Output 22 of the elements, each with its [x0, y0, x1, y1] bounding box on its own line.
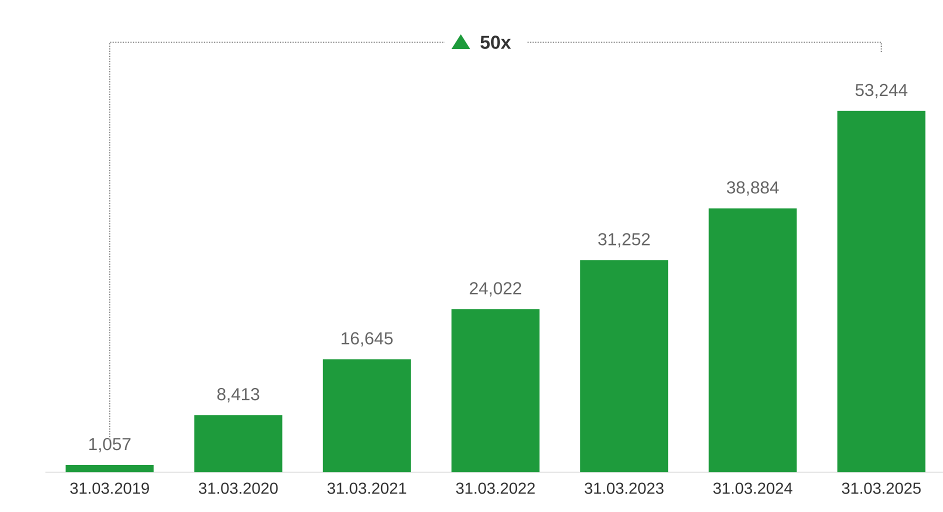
data-label: 16,645	[342, 332, 393, 346]
x-tick-label: 31.03.2023	[584, 482, 664, 494]
bar	[708, 208, 797, 472]
x-tick-label: 31.03.2020	[198, 482, 278, 494]
x-tick-label: 31.03.2025	[842, 482, 921, 494]
data-label: 8,413	[217, 388, 260, 402]
bar	[580, 260, 668, 472]
x-tick-label: 31.03.2019	[70, 482, 149, 494]
bar	[451, 309, 540, 472]
data-label: 53,244	[856, 84, 908, 98]
text: 50x	[480, 36, 511, 49]
data-label: 38,884	[726, 181, 779, 196]
data-label: 24,022	[470, 282, 522, 296]
bar	[194, 415, 282, 472]
bar	[66, 464, 154, 472]
x-tick-label: 31.03.2024	[713, 482, 792, 494]
bar	[837, 110, 926, 472]
data-label: 31,252	[598, 233, 650, 248]
x-tick-label: 31.03.2021	[327, 482, 406, 494]
x-tick-label: 31.03.2022	[456, 482, 535, 494]
data-label: 1,057	[89, 438, 130, 452]
bar	[322, 359, 411, 472]
